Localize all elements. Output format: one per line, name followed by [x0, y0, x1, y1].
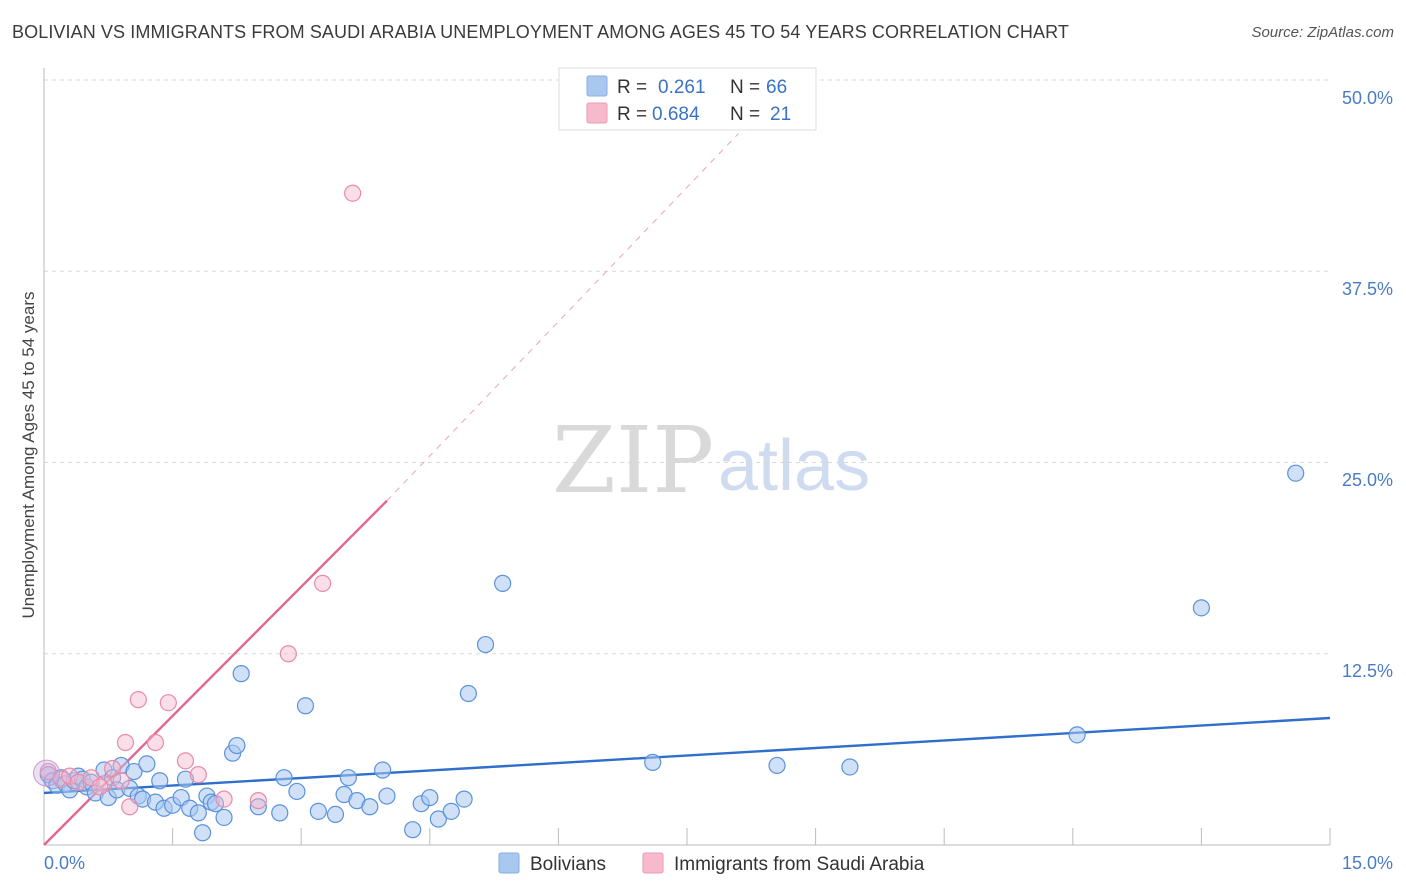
bolivians-point — [206, 795, 225, 813]
x-tick-label-min: 0.0% — [44, 853, 85, 873]
legend-n-label-2: N = — [730, 104, 760, 125]
saudi-point — [112, 772, 130, 790]
chart-title: BOLIVIAN VS IMMIGRANTS FROM SAUDI ARABIA… — [12, 22, 1069, 42]
watermark-atlas: atlas — [718, 426, 870, 506]
bolivians-point — [455, 790, 473, 808]
bolivians-point — [309, 802, 327, 820]
saudi-point — [121, 798, 139, 816]
bolivians-point — [841, 758, 859, 776]
bolivians-point — [194, 824, 212, 842]
bolivians-point — [228, 736, 246, 755]
saudi-point — [249, 792, 267, 810]
bottom-legend-label-saudi: Immigrants from Saudi Arabia — [674, 854, 925, 875]
bolivians-point — [459, 684, 477, 703]
bolivians-point — [326, 805, 345, 824]
bolivians-point — [374, 761, 392, 779]
y-tick-label-37-5: 37.5% — [1342, 279, 1393, 299]
bolivians-point — [151, 772, 169, 790]
y-tick-label-25: 25.0% — [1342, 470, 1393, 490]
bolivians-point — [339, 769, 357, 787]
y-tick-label-12-5: 12.5% — [1342, 661, 1393, 681]
saudi-point — [146, 733, 165, 752]
saudi-point — [129, 691, 147, 709]
bolivians-point — [378, 787, 396, 805]
bolivians-point — [768, 756, 786, 775]
y-tick-label-50: 50.0% — [1342, 88, 1393, 108]
bolivians-point — [275, 769, 293, 787]
bolivians-point — [429, 810, 447, 828]
bottom-legend-swatch-saudi — [642, 852, 664, 874]
bolivians-trendline — [43, 716, 1331, 795]
saudi-point — [314, 574, 332, 592]
bolivians-point — [494, 574, 512, 592]
saudi-point — [91, 778, 109, 796]
y-axis-label: Unemployment Among Ages 45 to 54 years — [19, 292, 38, 619]
saudi-point — [279, 645, 297, 663]
bolivians-point — [361, 798, 379, 816]
data-points — [33, 184, 1305, 842]
bolivians-point — [138, 755, 156, 773]
saudi-point — [39, 762, 57, 781]
legend-n-value-2: 21 — [770, 104, 791, 125]
watermark-zip: ZIP — [552, 407, 714, 514]
saudi-point — [176, 752, 195, 770]
saudi-point — [189, 766, 207, 784]
bolivians-point — [215, 808, 233, 827]
saudi-point — [69, 773, 87, 791]
saudi-point — [61, 767, 79, 785]
bolivians-point — [476, 635, 495, 654]
grid-lines — [44, 79, 1330, 655]
legend-swatch-bolivians — [586, 75, 608, 97]
legend-n-label-1: N = — [730, 77, 760, 98]
bolivians-point — [189, 804, 207, 822]
legend-r-value-1: 0.261 — [658, 77, 706, 98]
bottom-legend-label-bolivians: Bolivians — [530, 854, 606, 875]
bolivians-point — [271, 804, 289, 822]
bolivians-point — [176, 770, 195, 788]
saudi-point — [215, 790, 233, 808]
bolivians-point — [296, 697, 315, 715]
bolivians-point — [1287, 464, 1305, 482]
legend-n-value-1: 66 — [766, 77, 787, 98]
bolivians-point — [232, 665, 250, 683]
legend: R = 0.261 N = 66 R = 0.684 N = 21 — [558, 67, 817, 131]
legend-swatch-saudi — [586, 102, 608, 124]
saudi-trendline-extension — [386, 133, 739, 502]
axes — [43, 68, 1331, 846]
bolivians-point — [1068, 726, 1086, 744]
chart-source: Source: ZipAtlas.com — [1251, 24, 1394, 41]
saudi-point — [103, 759, 122, 778]
bolivians-point — [125, 762, 143, 781]
legend-r-label-2: R = — [617, 104, 647, 125]
saudi-point — [159, 694, 177, 712]
bolivians-point — [1192, 599, 1211, 617]
bottom-legend-swatch-bolivians — [498, 852, 520, 874]
legend-r-value-2: 0.684 — [652, 104, 700, 125]
legend-r-label-1: R = — [617, 77, 647, 98]
bolivians-point — [288, 782, 306, 801]
x-tick-label-max: 15.0% — [1342, 853, 1393, 873]
bolivians-point — [404, 821, 422, 839]
bolivians-point — [249, 798, 267, 816]
bolivians-point — [442, 802, 460, 820]
saudi-point — [344, 184, 362, 202]
saudi-point — [116, 733, 135, 752]
bottom-legend: Bolivians Immigrants from Saudi Arabia — [498, 852, 925, 875]
cluster-point — [33, 759, 61, 787]
bolivians-point — [644, 753, 662, 771]
bolivians-point — [421, 788, 439, 807]
